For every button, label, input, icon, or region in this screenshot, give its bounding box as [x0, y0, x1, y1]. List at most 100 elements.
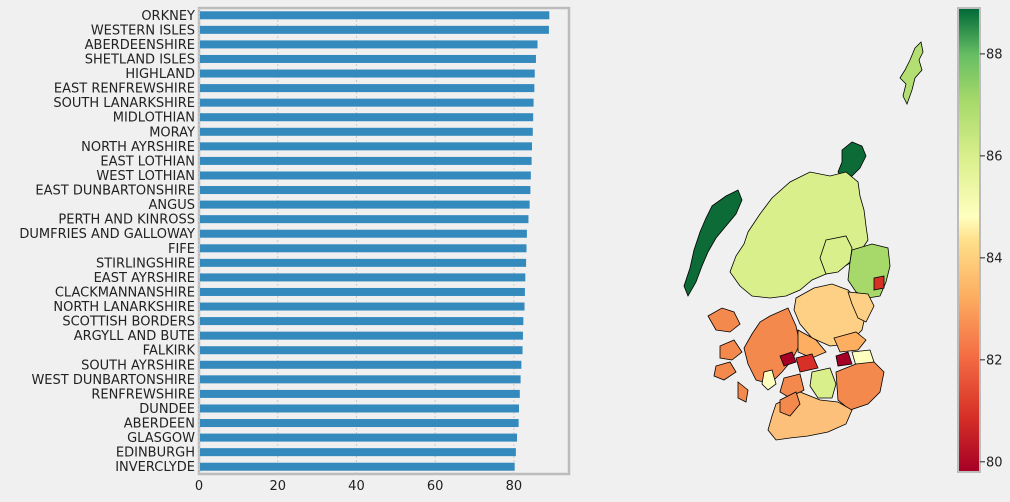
category-label: MORAY — [149, 125, 195, 140]
map-region-shetland-isles — [899, 41, 924, 106]
map-region-scottish-borders — [835, 361, 885, 411]
bar — [200, 287, 525, 296]
map-region-south-ayrshire — [779, 391, 801, 417]
bar — [200, 244, 527, 253]
category-label: MIDLOTHIAN — [113, 111, 195, 126]
bar — [200, 84, 535, 93]
x-tick-label: 60 — [427, 479, 444, 494]
category-label: EAST LOTHIAN — [100, 154, 195, 169]
bar — [200, 273, 526, 282]
category-label: CLACKMANNANSHIRE — [55, 285, 195, 300]
category-label: SOUTH LANARKSHIRE — [53, 96, 195, 111]
map-region-aberdeen — [873, 275, 885, 291]
map-region-orkney — [837, 141, 867, 181]
x-tick-labels: 0 20 40 60 80 — [195, 479, 522, 494]
map-region-glasgow — [795, 353, 819, 373]
category-label: FIFE — [168, 242, 195, 257]
map-region-arran — [761, 369, 777, 391]
map-region-angus — [847, 291, 875, 323]
bar — [200, 11, 550, 20]
map-region-perth-and-kinross — [793, 283, 867, 347]
category-label: EAST RENFREWSHIRE — [54, 82, 195, 97]
bar — [200, 69, 535, 78]
category-label: EAST DUNBARTONSHIRE — [35, 184, 195, 199]
bar — [200, 360, 522, 369]
colorbar-tick-label: 88 — [986, 47, 1003, 62]
bar — [200, 404, 520, 413]
bar — [200, 200, 530, 209]
category-label: DUNDEE — [139, 402, 195, 417]
x-tick-label: 80 — [506, 479, 523, 494]
bar — [200, 98, 534, 107]
map-region-moray — [819, 235, 853, 275]
x-tick-label: 0 — [195, 479, 203, 494]
x-tick-label: 20 — [269, 479, 286, 494]
map-region-argyll-islands — [707, 307, 749, 403]
scotland-choropleth-map — [683, 41, 924, 441]
map-region-highland — [729, 171, 869, 299]
bar — [200, 229, 527, 238]
category-label: ORKNEY — [141, 9, 195, 24]
category-label: GLASGOW — [127, 431, 195, 446]
bar — [200, 375, 521, 384]
bar — [200, 389, 520, 398]
category-label: ANGUS — [149, 198, 195, 213]
category-label: ARGYLL AND BUTE — [74, 329, 195, 344]
bar — [200, 40, 538, 49]
map-region-aberdeenshire — [847, 243, 891, 299]
bar — [200, 186, 531, 195]
bar — [200, 346, 523, 355]
bar — [200, 142, 532, 151]
bar — [200, 25, 549, 34]
colorbar-tick-label: 84 — [986, 251, 1003, 266]
bar — [200, 331, 523, 340]
map-region-inverclyde — [779, 351, 797, 367]
colorbar-tick-labels: 80 82 84 86 88 — [980, 47, 1003, 470]
category-label: SCOTTISH BORDERS — [62, 315, 195, 330]
bar — [200, 258, 527, 267]
bar — [200, 317, 524, 326]
category-label: INVERCLYDE — [115, 460, 195, 475]
category-label: ABERDEEN — [124, 417, 195, 432]
colorbar-gradient — [957, 7, 981, 473]
category-label: ABERDEENSHIRE — [85, 38, 195, 53]
bar — [200, 171, 531, 180]
map-region-edinburgh — [835, 351, 853, 367]
category-label: WESTERN ISLES — [91, 23, 195, 38]
category-label: FALKIRK — [143, 344, 196, 359]
colorbar-tick-label: 86 — [986, 149, 1003, 164]
map-region-stirlingshire — [797, 329, 827, 359]
colorbar-tick-label: 82 — [986, 353, 1003, 368]
category-label: RENFREWSHIRE — [91, 387, 195, 402]
category-label: EDINBURGH — [116, 446, 195, 461]
colorbar-tick-label: 80 — [986, 455, 1003, 470]
category-label: WEST LOTHIAN — [96, 169, 195, 184]
bar-series — [200, 11, 550, 471]
category-label: HIGHLAND — [125, 67, 195, 82]
bar — [200, 448, 516, 457]
x-tick-label: 40 — [348, 479, 365, 494]
category-label: DUMFRIES AND GALLOWAY — [19, 227, 195, 242]
category-label: EAST AYRSHIRE — [94, 271, 195, 286]
bar — [200, 433, 518, 442]
bar — [200, 302, 525, 311]
bar — [200, 113, 534, 122]
category-label: WEST DUNBARTONSHIRE — [31, 373, 195, 388]
bar — [200, 54, 536, 63]
bar — [200, 156, 532, 165]
bar — [200, 462, 515, 471]
bar — [200, 215, 529, 224]
category-label: NORTH AYRSHIRE — [81, 140, 195, 155]
colorbar: 80 82 84 86 88 — [957, 7, 1003, 473]
category-label: STIRLINGSHIRE — [96, 256, 195, 271]
category-label: PERTH AND KINROSS — [58, 213, 195, 228]
bar — [200, 127, 533, 136]
map-region-fife — [833, 331, 867, 353]
map-region-western-isles — [683, 189, 743, 297]
category-label: NORTH LANARKSHIRE — [53, 300, 195, 315]
bar — [200, 419, 519, 428]
category-label: SHETLAND ISLES — [85, 52, 195, 67]
